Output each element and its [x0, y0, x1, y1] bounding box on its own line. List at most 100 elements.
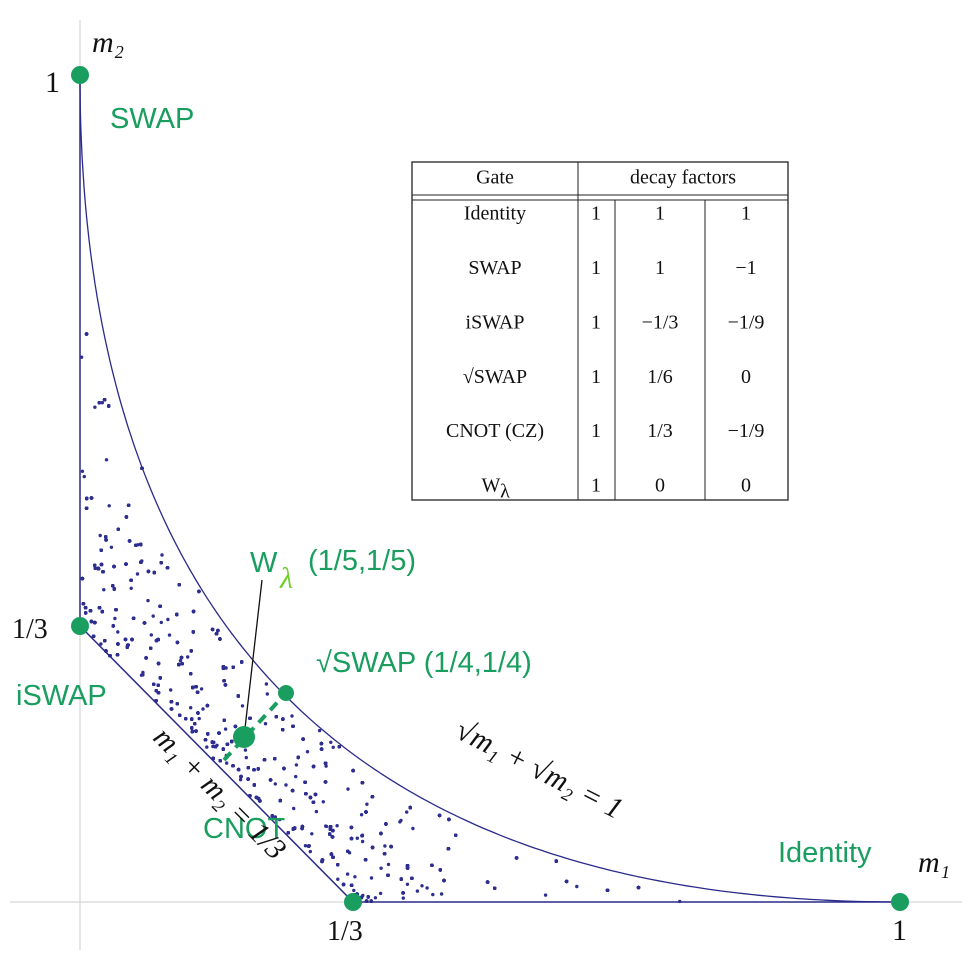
sample-dot	[193, 722, 197, 726]
sample-dot	[351, 768, 355, 773]
sample-dot	[268, 778, 273, 782]
sample-dot	[282, 766, 286, 771]
sample-dot	[323, 761, 328, 765]
sample-dot	[199, 687, 204, 691]
sample-dot	[82, 474, 87, 479]
sample-dot	[314, 809, 319, 814]
sample-dot	[405, 882, 410, 886]
sample-dot	[214, 632, 219, 636]
sample-dot	[191, 609, 196, 614]
sample-dot	[152, 570, 156, 575]
sample-dot	[98, 533, 102, 538]
sample-dot	[194, 729, 198, 733]
sample-dot	[252, 768, 256, 772]
sample-dot	[258, 799, 262, 803]
sample-dot	[88, 609, 93, 613]
sample-dot	[99, 642, 103, 646]
sample-dot	[349, 836, 354, 841]
sample-dot	[93, 566, 98, 570]
sample-dot	[99, 548, 103, 552]
sample-dot	[165, 566, 170, 570]
sample-dot	[239, 774, 243, 779]
sample-dot	[454, 833, 458, 837]
sample-dot	[575, 884, 579, 889]
sample-dot	[116, 527, 120, 531]
sample-dot	[127, 539, 132, 543]
sample-dot	[328, 827, 332, 831]
sample-dot	[313, 792, 318, 797]
sample-dot	[310, 832, 314, 836]
sample-dot	[384, 822, 388, 826]
sample-dot	[345, 872, 350, 876]
sample-dot	[223, 727, 228, 731]
sample-dot	[104, 538, 108, 542]
sample-dot	[116, 642, 120, 646]
sample-dot	[308, 795, 313, 800]
sample-dot	[319, 747, 324, 751]
sample-dot	[225, 742, 230, 746]
sample-dot	[97, 401, 102, 405]
sample-dot	[554, 859, 558, 863]
sample-dot	[240, 704, 245, 708]
sample-dot	[196, 711, 200, 715]
sample-dot	[363, 858, 368, 862]
sample-dot	[233, 724, 238, 729]
sample-dot	[81, 602, 86, 606]
sample-dot	[197, 589, 201, 594]
sample-dot	[159, 561, 163, 565]
sample-dot	[329, 740, 333, 744]
sample-dot	[365, 802, 369, 806]
sample-dot	[142, 621, 147, 625]
sample-dot	[107, 504, 111, 508]
sample-dot	[189, 672, 193, 676]
sample-dot	[178, 659, 183, 663]
sample-dot	[190, 730, 194, 734]
sample-dot	[156, 683, 160, 687]
sample-dot	[379, 831, 383, 836]
sample-dot	[158, 676, 162, 680]
sample-dot	[296, 755, 300, 760]
sample-dot	[493, 886, 497, 890]
sample-dot	[112, 564, 116, 569]
sample-dot	[111, 584, 115, 588]
sample-dot	[415, 889, 420, 893]
sample-dot	[129, 578, 133, 582]
sample-dot	[189, 706, 193, 710]
sample-dot	[341, 882, 346, 887]
sample-dot	[331, 855, 335, 859]
sample-dot	[359, 813, 364, 817]
sample-dot	[190, 717, 194, 721]
sample-dot	[605, 888, 610, 892]
sample-dot	[126, 503, 131, 507]
sample-dot	[99, 562, 104, 567]
sample-dot	[93, 405, 97, 409]
sample-dot	[217, 731, 221, 735]
sample-dot	[197, 716, 201, 721]
sample-dot	[175, 702, 179, 706]
sample-dot	[175, 612, 179, 617]
sample-dot	[405, 866, 410, 870]
sample-dot	[93, 620, 97, 625]
sample-dot	[369, 876, 374, 880]
sample-points	[79, 332, 682, 904]
sample-dot	[186, 655, 190, 659]
sample-dot	[101, 570, 105, 574]
sample-dot	[216, 628, 220, 633]
sample-dot	[166, 617, 170, 622]
sample-dot	[156, 661, 161, 666]
sample-dot	[447, 817, 451, 822]
sample-dot	[115, 653, 120, 657]
sample-dot	[111, 624, 115, 628]
sample-dot	[158, 604, 162, 608]
sample-dot	[442, 878, 446, 883]
sample-dot	[178, 713, 182, 717]
sample-dot	[240, 660, 244, 664]
sample-dot	[360, 834, 364, 838]
sample-dot	[263, 722, 268, 726]
sample-dot	[364, 810, 368, 814]
sample-dot	[169, 700, 174, 704]
sample-dot	[431, 892, 435, 897]
sample-dot	[84, 506, 89, 510]
sample-dot	[175, 640, 180, 645]
